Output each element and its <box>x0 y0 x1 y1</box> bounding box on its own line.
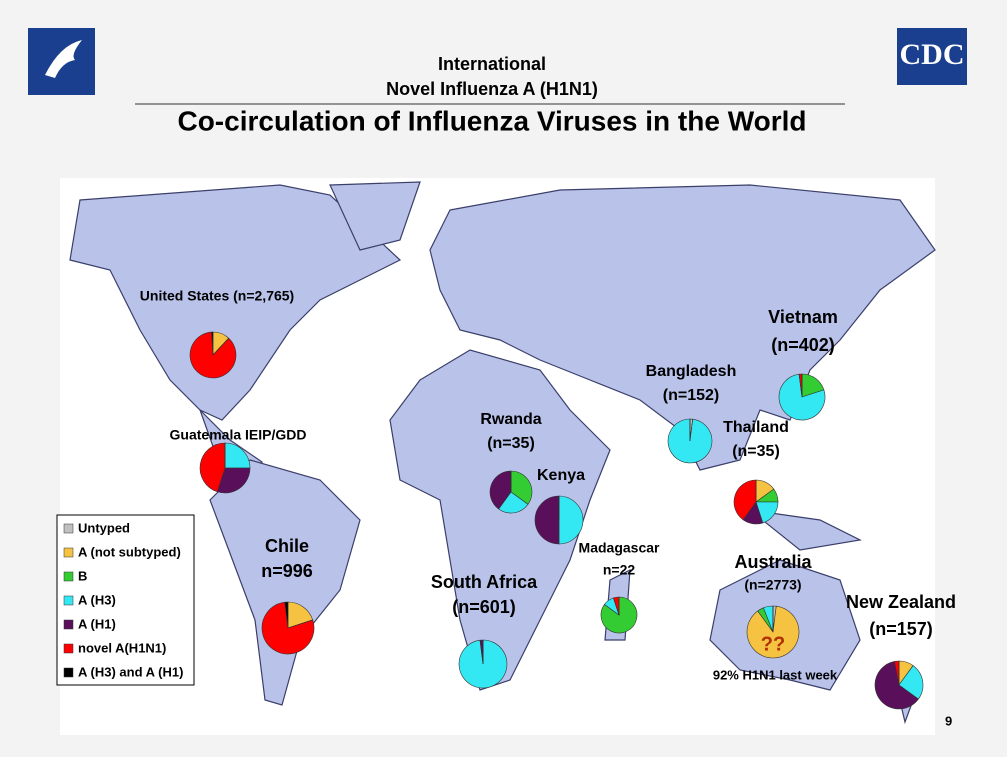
pie-slice <box>733 479 757 521</box>
title: Co-circulation of Influenza Viruses in t… <box>177 105 806 136</box>
pie-slice <box>558 495 584 545</box>
location-name: Chile <box>265 536 309 556</box>
location-name: Bangladesh <box>646 363 737 380</box>
cdc-logo-text: CDC <box>900 38 965 71</box>
location-n: (n=402) <box>771 335 835 355</box>
legend-label: A (H3) <box>78 592 116 607</box>
location-name: Rwanda <box>480 411 541 428</box>
pie-slice <box>498 491 529 514</box>
pie-slice <box>224 442 251 469</box>
pie-slice <box>510 470 533 505</box>
pie-slice <box>746 605 800 659</box>
pie-slice <box>199 442 226 493</box>
location-n: (n=35) <box>732 443 780 460</box>
pie-slice <box>874 661 919 710</box>
location-n: (n=157) <box>869 619 933 639</box>
location-name: Vietnam <box>768 307 838 327</box>
legend-swatch <box>63 523 74 534</box>
location-n: (n=152) <box>663 387 719 404</box>
hhs-eagle <box>45 40 82 78</box>
legend-label: B <box>78 568 87 583</box>
pie-slice <box>261 601 315 655</box>
pie-slice <box>898 665 924 700</box>
location-n: n=22 <box>603 562 636 578</box>
pie-slice <box>489 470 512 510</box>
legend-swatch <box>63 547 74 558</box>
legend-label: A (H1) <box>78 616 116 631</box>
location-name: New Zealand <box>846 592 956 612</box>
pie-slice <box>211 331 214 356</box>
legend-swatch <box>63 643 74 654</box>
page-number: 9 <box>945 713 952 728</box>
location-n: (n=2773) <box>744 577 801 593</box>
location-name: Madagascar <box>579 540 660 556</box>
pie-slice <box>216 467 251 494</box>
legend-label: novel A(H1N1) <box>78 640 166 655</box>
location-name: Australia <box>734 552 812 572</box>
location-name: South Africa <box>431 572 538 592</box>
map <box>69 181 936 725</box>
legend-label: A (not subtyped) <box>78 544 181 559</box>
pie-slice <box>189 331 237 379</box>
pie-slice <box>778 373 826 421</box>
legend-label: A (H3) and A (H1) <box>78 664 183 679</box>
location-note: 92% H1N1 last week <box>713 667 838 682</box>
header-line2: Novel Influenza A (H1N1) <box>386 79 598 99</box>
legend-swatch <box>63 595 74 606</box>
location-mark: ?? <box>761 633 785 655</box>
location-name: Thailand <box>723 419 789 436</box>
header-line1: International <box>438 54 546 74</box>
legend-swatch <box>63 571 74 582</box>
pie-slice <box>534 495 560 545</box>
location-name: Kenya <box>537 467 585 484</box>
legend-box <box>56 514 195 686</box>
legend-label: Untyped <box>78 520 130 535</box>
location-n: n=996 <box>261 561 313 581</box>
pie-slice <box>284 601 289 629</box>
location-name: United States (n=2,765) <box>140 288 294 304</box>
location-name: Guatemala IEIP/GDD <box>170 427 307 443</box>
legend-swatch <box>63 619 74 630</box>
location-n: (n=601) <box>452 597 516 617</box>
legend-swatch <box>63 667 74 678</box>
cdc-logo <box>897 28 967 85</box>
location-n: (n=35) <box>487 435 535 452</box>
